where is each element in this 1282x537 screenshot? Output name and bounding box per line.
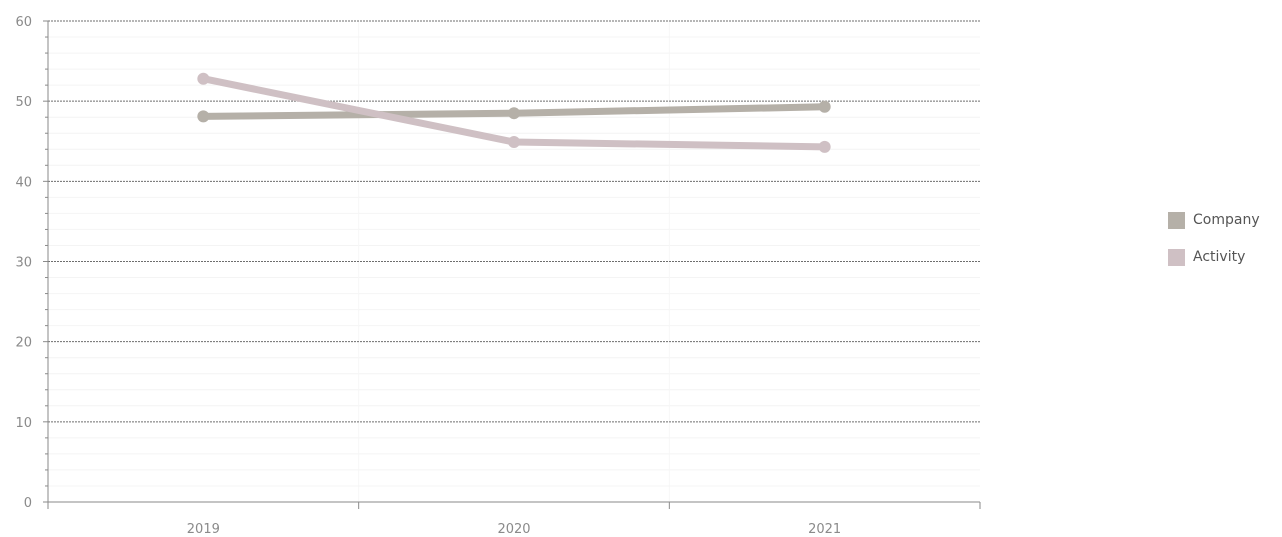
data-point-activity[interactable] [508, 136, 520, 149]
grid-layer [48, 20, 980, 502]
legend-swatch-company [1168, 211, 1185, 229]
y-tick-label: 60 [15, 15, 32, 30]
x-tick-label: 2021 [808, 522, 841, 537]
y-tick-label: 20 [15, 336, 32, 351]
legend-label-activity: Activity [1193, 249, 1246, 265]
legend-swatch-activity [1168, 248, 1185, 266]
y-tick-label: 0 [24, 496, 32, 511]
y-tick-label: 30 [15, 256, 32, 271]
data-point-activity[interactable] [818, 140, 831, 153]
data-point-activity[interactable] [197, 72, 210, 85]
y-tick-label: 40 [15, 175, 32, 190]
data-point-company[interactable] [508, 107, 520, 120]
data-point-company[interactable] [197, 110, 210, 123]
series-layer [197, 72, 831, 153]
x-tick-label: 2020 [497, 522, 530, 537]
y-tick-label: 10 [15, 416, 32, 431]
axis-layer [43, 20, 981, 509]
label-layer: 0 10 20 30 40 50 60 2019 2020 2021 [15, 15, 841, 537]
x-tick-label: 2019 [187, 522, 220, 537]
legend-item-activity[interactable]: Activity [1168, 248, 1260, 266]
legend-label-company: Company [1193, 212, 1260, 228]
legend: Company Activity [1168, 211, 1260, 285]
y-tick-label: 50 [15, 95, 32, 110]
data-point-company[interactable] [818, 100, 831, 113]
legend-item-company[interactable]: Company [1168, 211, 1260, 229]
